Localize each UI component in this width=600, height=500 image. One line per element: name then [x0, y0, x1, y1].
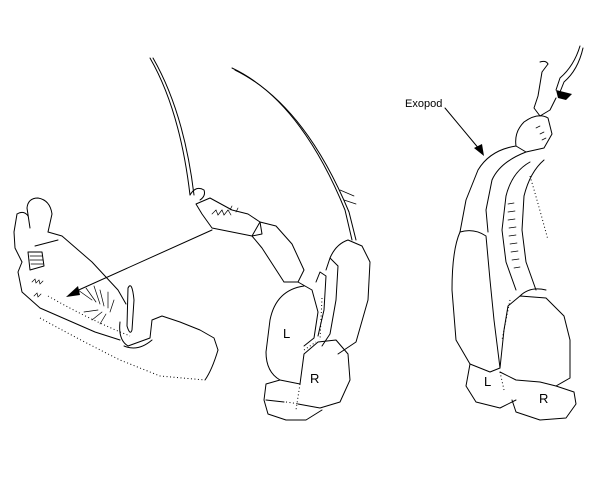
exopod-label: Exopod [405, 98, 442, 110]
detail-enlarged-segment [13, 197, 219, 381]
right-appendage [444, 45, 584, 421]
middle-appendage [149, 57, 371, 421]
label-r-middle: R [310, 371, 319, 386]
label-l-right: L [484, 374, 491, 389]
label-l-middle: L [283, 326, 290, 341]
label-r-right: R [539, 391, 548, 406]
pointer-arrow [66, 229, 213, 297]
